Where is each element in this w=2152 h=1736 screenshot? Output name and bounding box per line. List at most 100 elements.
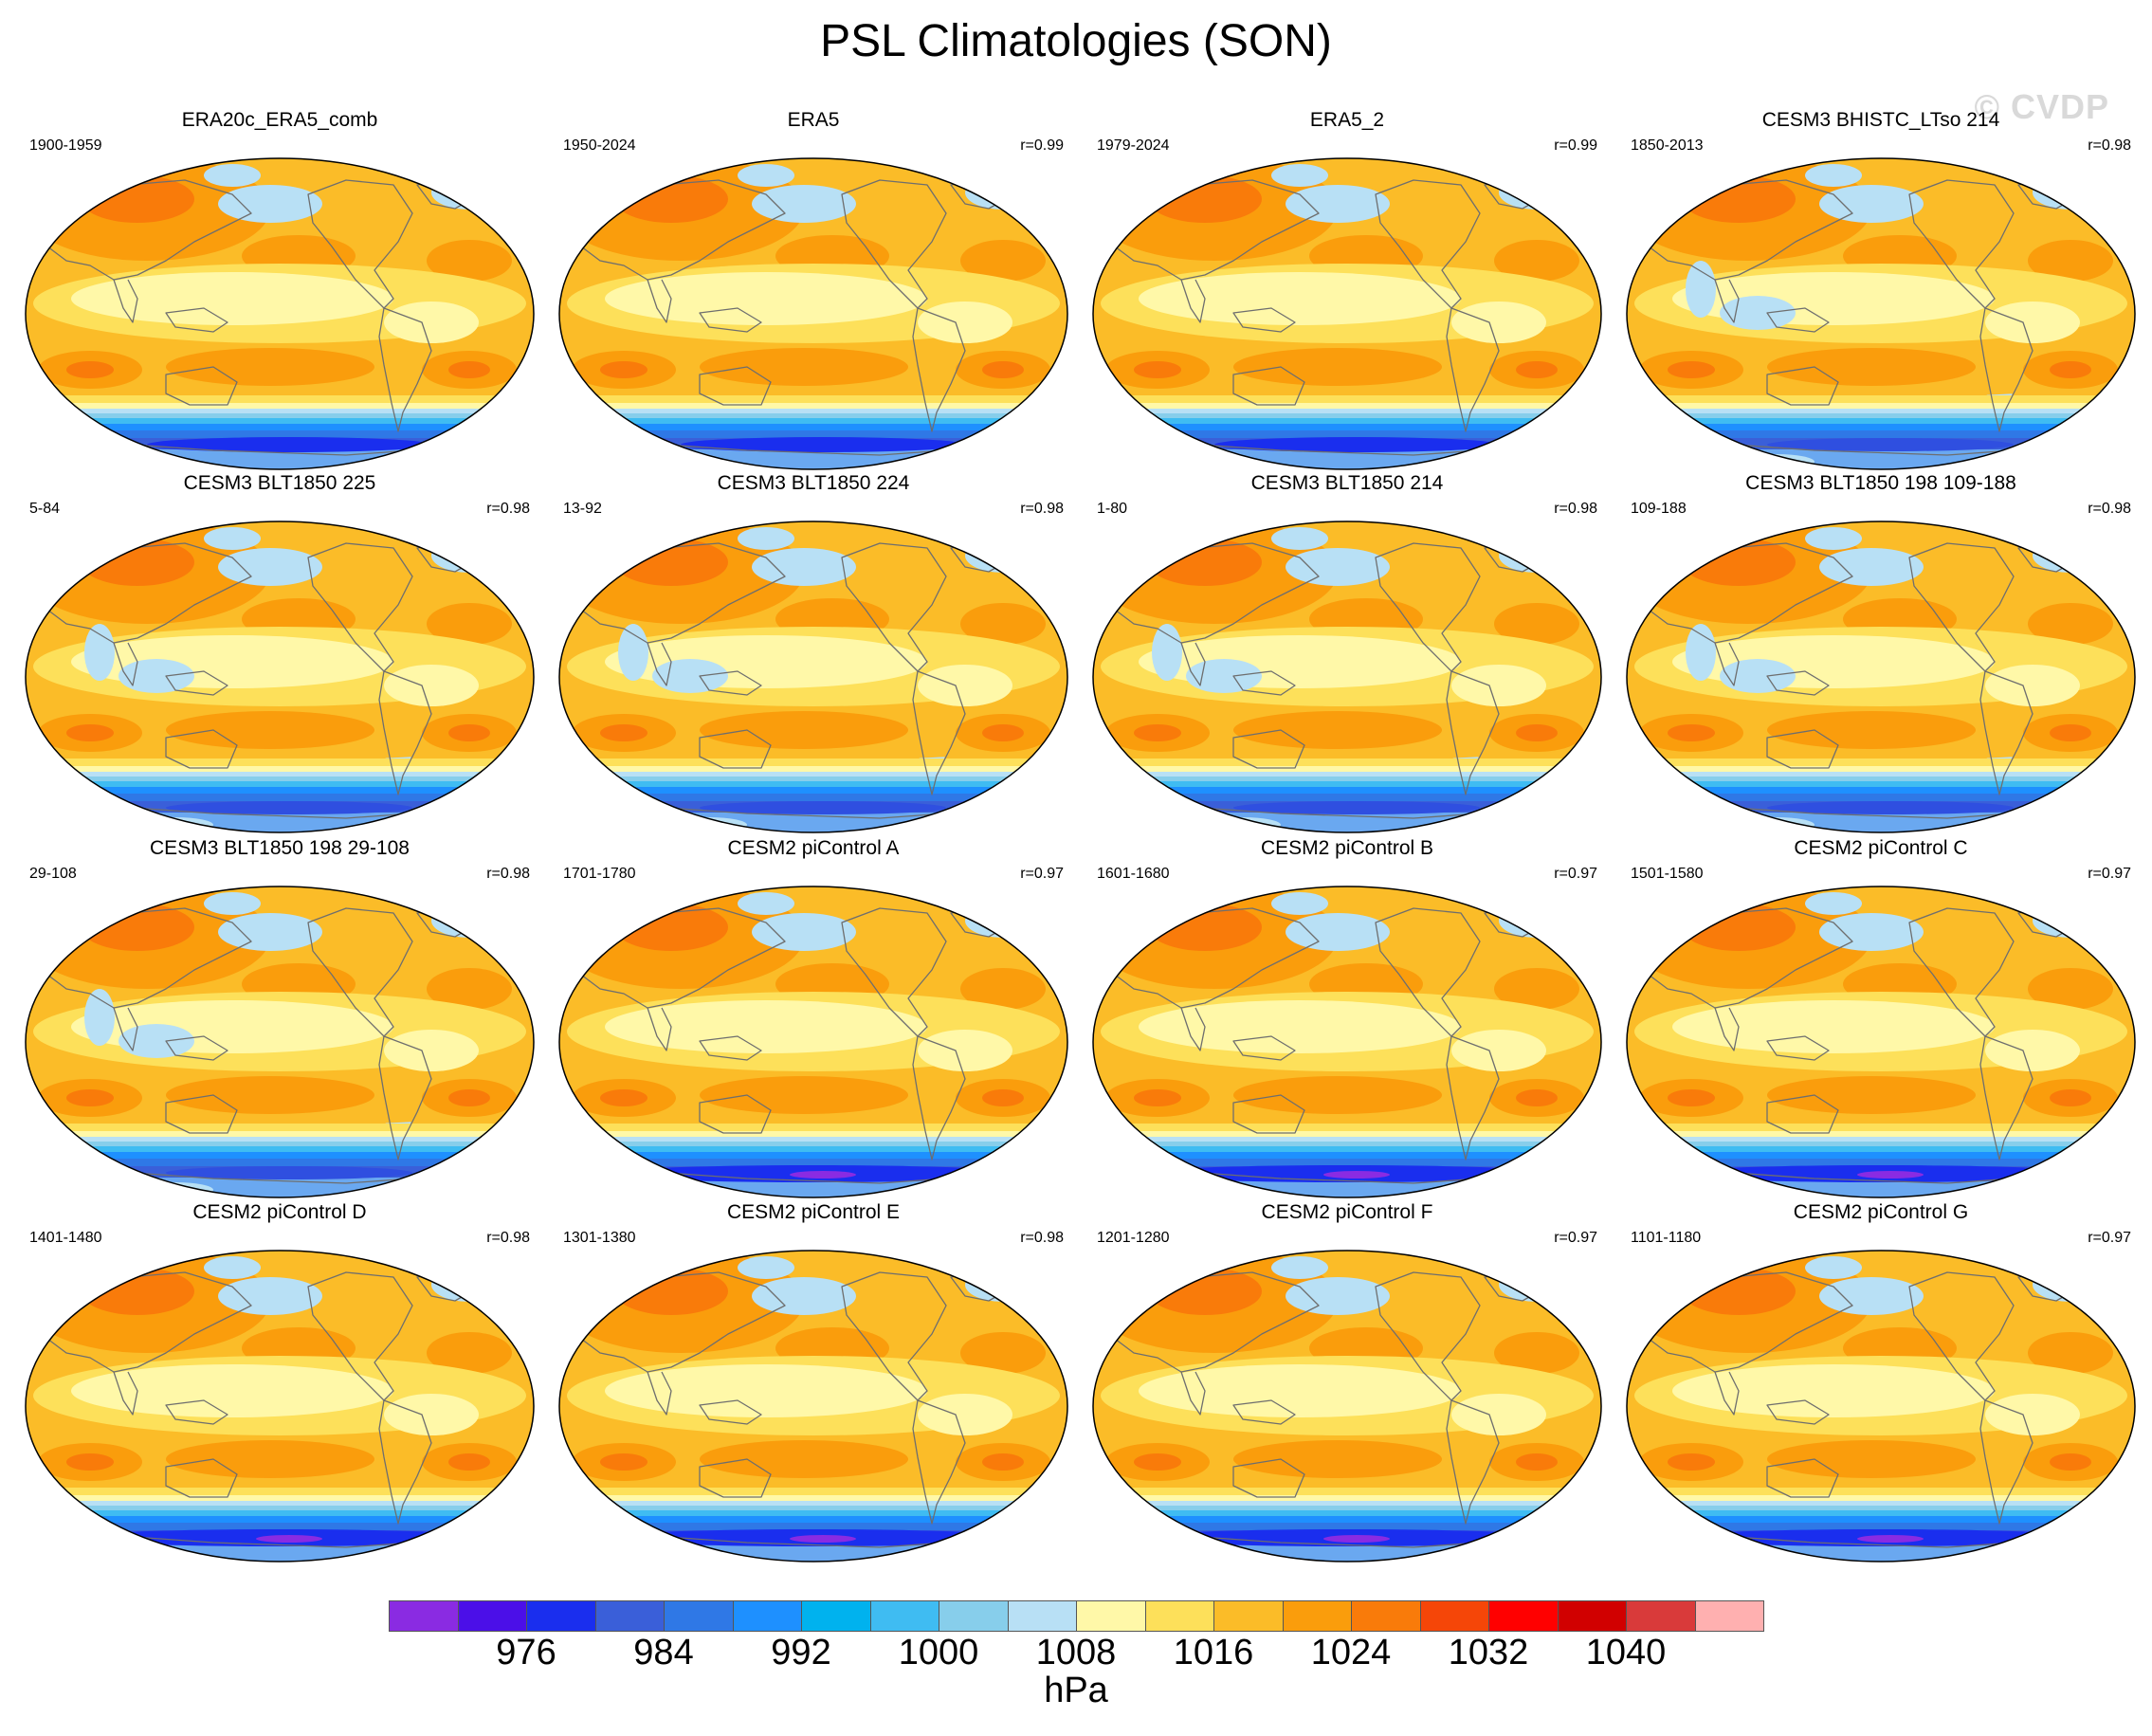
south-atlantic-high-core [2050, 1453, 2091, 1471]
atlantic-trough [384, 1030, 479, 1071]
panel-correlation: r=0.99 [1020, 137, 1064, 154]
aleutian-low [218, 548, 322, 586]
coastline [42, 1271, 252, 1373]
map-panel: CESM2 piControl C 1501-1580 r=0.97 [1615, 837, 2146, 1202]
south-atlantic-high-core [448, 724, 490, 741]
map-panel: CESM2 piControl G 1101-1180 r=0.97 [1615, 1201, 2146, 1566]
arctic-low [738, 1256, 794, 1279]
map-outline [1092, 521, 1602, 833]
arctic-low [1271, 164, 1328, 187]
coastline [1979, 670, 2033, 795]
tropical-trough [1139, 272, 1461, 325]
coastline [1908, 542, 2015, 672]
map-outline [1626, 886, 2136, 1198]
aleutian-low [1286, 913, 1390, 951]
coastline [1766, 1458, 1839, 1498]
circumpolar-trough [700, 801, 946, 814]
tropical-trough [605, 272, 927, 325]
map-outline [1626, 157, 2136, 470]
circumpolar-trough [1767, 438, 2014, 451]
psl-map [1626, 886, 2136, 1198]
trough-core [790, 1171, 856, 1179]
panel-title: CESM3 BLT1850 224 [717, 472, 910, 494]
coastline [1766, 670, 1830, 696]
map-outline [558, 886, 1068, 1198]
arctic-low [204, 892, 261, 915]
psl-map [25, 521, 535, 833]
south-pacific-high [166, 711, 374, 749]
indian-ocean-high-core [1134, 1089, 1181, 1106]
psl-map [1092, 1250, 1602, 1562]
coastline [1109, 542, 1320, 644]
panel-years: 1900-1959 [29, 137, 102, 154]
band-996 [1093, 781, 1601, 787]
band-1008 [1093, 1131, 1601, 1137]
tropical-trough [71, 272, 393, 325]
siberian-high-core [1148, 904, 1262, 951]
indian-ocean-high-core [1668, 361, 1715, 378]
north-atlantic-high [427, 968, 512, 1010]
arctic-low [204, 164, 261, 187]
band-988 [1093, 430, 1601, 438]
indian-ocean-high-core [1134, 361, 1181, 378]
south-atlantic-high-core [2050, 1089, 2091, 1106]
panel-title: CESM3 BLT1850 198 29-108 [150, 837, 410, 859]
pressure-field [1627, 886, 2135, 1197]
band-1008 [1627, 1495, 2135, 1501]
circumpolar-trough [681, 437, 965, 452]
north-atlantic-high [427, 1332, 512, 1374]
band-1000 [26, 413, 534, 418]
pressure-field [1093, 886, 1601, 1197]
tropical-trough [71, 1364, 393, 1417]
map-panel: ERA20c_ERA5_comb 1900-1959 [14, 109, 545, 474]
coastline [2098, 585, 2135, 606]
coastline [1643, 179, 1853, 281]
panel-title: ERA5_2 [1309, 109, 1385, 131]
band-1000 [1627, 777, 2135, 781]
coastline [1446, 670, 1500, 795]
band-1000 [1627, 1142, 2135, 1146]
arctic-low [1805, 527, 1862, 550]
band-992 [26, 424, 534, 430]
band-996 [1627, 781, 2135, 787]
band-996 [26, 1146, 534, 1152]
arctic-low [1271, 892, 1328, 915]
siberian-high-core [1682, 539, 1796, 586]
pressure-field [1627, 1251, 2135, 1562]
coastline [1180, 279, 1206, 323]
map-panel: CESM2 piControl B 1601-1680 r=0.97 [1082, 837, 1613, 1202]
aleutian-low [1286, 1277, 1390, 1315]
band-1008 [1627, 1131, 2135, 1137]
band-996 [26, 1510, 534, 1516]
band-996 [1627, 1146, 2135, 1152]
panel-correlation: r=0.98 [1020, 501, 1064, 517]
south-pacific-high [700, 1440, 908, 1478]
band-1008 [559, 1495, 1067, 1501]
atlantic-trough [918, 1030, 1012, 1071]
panel-correlation: r=0.97 [1554, 866, 1597, 882]
indian-ocean-high-core [66, 361, 114, 378]
coastline [42, 907, 252, 1009]
pressure-field [26, 886, 534, 1197]
north-atlantic-high [960, 240, 1046, 282]
band-988 [1627, 794, 2135, 801]
arctic-low [738, 892, 794, 915]
panel-correlation: r=0.98 [1020, 1230, 1064, 1246]
band-988 [26, 794, 534, 801]
coastline [165, 670, 228, 696]
band-1008 [559, 766, 1067, 772]
arctic-low [1805, 892, 1862, 915]
icelandic-low [1499, 539, 1575, 573]
colorbar-swatch [1007, 1600, 1077, 1632]
indian-ocean-high-core [66, 1089, 114, 1106]
arctic-low [204, 527, 261, 550]
coastline [1564, 222, 1601, 243]
siberian-high-core [1148, 1268, 1262, 1315]
indian-ocean-high-core [600, 724, 647, 741]
colorbar-units: hPa [1044, 1671, 1108, 1710]
map-outline [25, 157, 535, 470]
siberian-high-core [1148, 539, 1262, 586]
coastline [575, 542, 786, 644]
arctic-low [1271, 1256, 1328, 1279]
panel-years: 1301-1380 [563, 1230, 636, 1246]
